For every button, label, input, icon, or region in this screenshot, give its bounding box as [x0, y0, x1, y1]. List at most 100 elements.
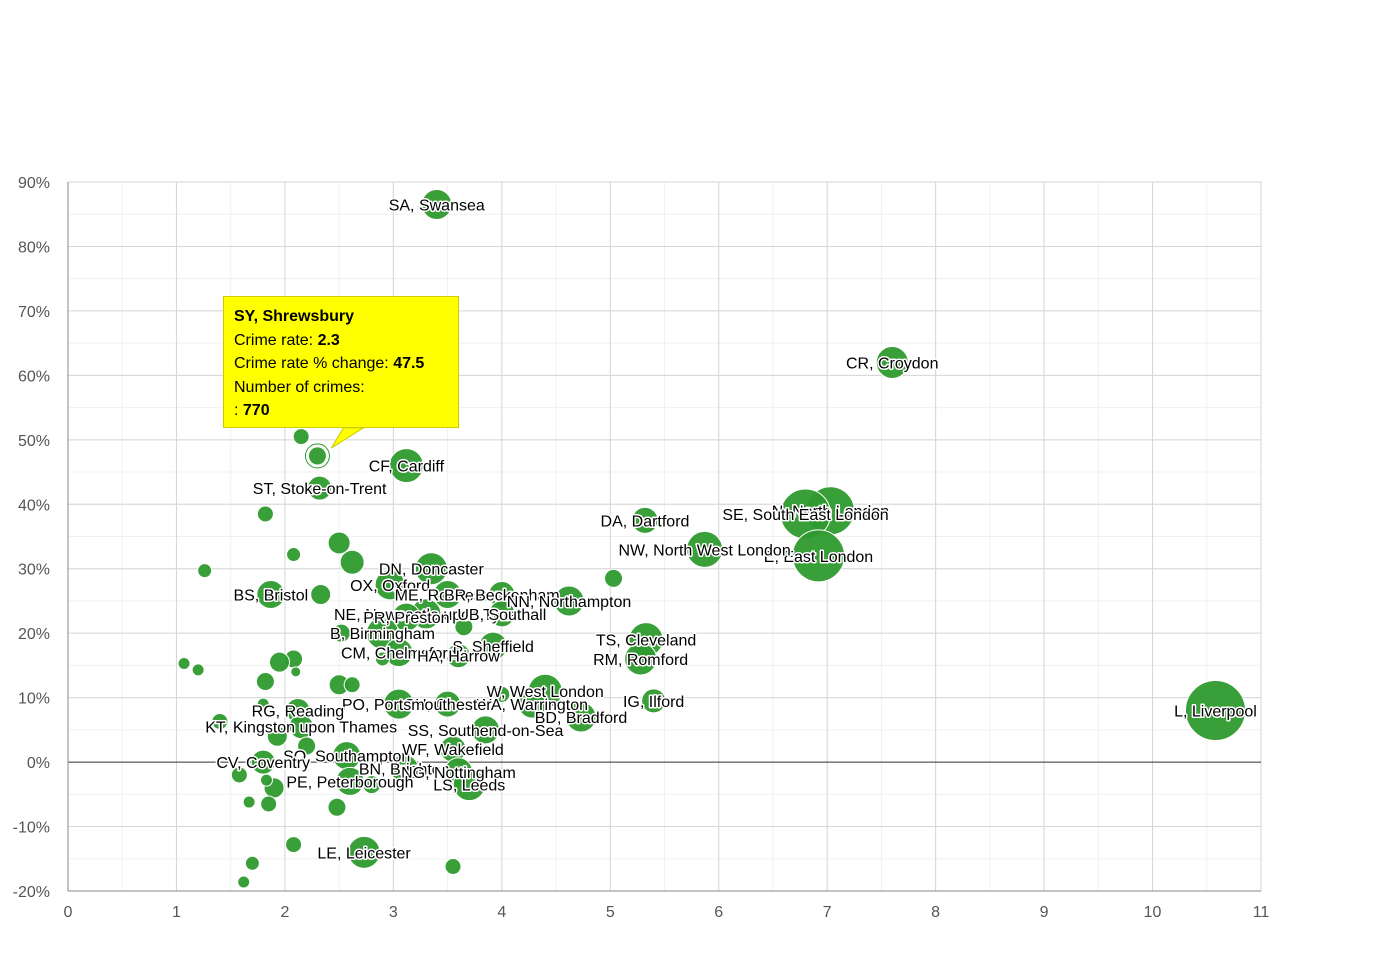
bubble	[331, 623, 351, 643]
bubble-label: TS, Cleveland	[596, 633, 697, 650]
bubble	[260, 795, 278, 813]
bubble-label: IG, Ilford	[623, 694, 684, 711]
bubble-label: BS, Bristol	[233, 588, 308, 605]
bubble	[391, 602, 421, 632]
bubble-labels-layer: L, Liverpool CR, Croydon SA, Swansea N, Nor…	[204, 196, 1259, 864]
tooltip-change-label: Crime rate % change:	[234, 355, 389, 372]
bubble-label: CF, Cardiff	[369, 459, 445, 476]
y-tick-label: 10%	[18, 691, 50, 708]
y-tick-label: 70%	[18, 304, 50, 321]
bubble	[553, 585, 585, 617]
bubble	[1184, 680, 1246, 742]
bubbles-layer	[177, 189, 1246, 889]
bubble-label: L, Liverpool	[1174, 704, 1257, 721]
bubble	[268, 651, 290, 673]
bubble	[307, 475, 333, 501]
bubble	[631, 506, 659, 534]
bubble	[686, 530, 724, 568]
y-tick-label: -10%	[13, 820, 50, 837]
bubble	[250, 749, 276, 775]
bubble-label: SA, Swansea	[389, 198, 485, 215]
bubble	[266, 725, 288, 747]
bubble	[421, 189, 453, 221]
bubble	[256, 697, 270, 711]
x-tick-label: 0	[64, 904, 73, 921]
y-tick-label: 0%	[27, 755, 50, 772]
bubble	[259, 773, 273, 787]
bubble	[388, 448, 424, 484]
bubble-label: PR, Preston	[363, 610, 449, 627]
bubble	[792, 529, 846, 583]
bubble-label: RM, Romford	[593, 652, 688, 669]
bubble	[452, 768, 486, 802]
bubble-label: CH, Chester	[404, 697, 493, 714]
tooltip-crimes-prefix: :	[234, 402, 239, 419]
bubble-label: DA, Dartford	[601, 513, 690, 530]
x-tick-label: 10	[1144, 904, 1162, 921]
bubble	[434, 690, 462, 718]
bubble-label: DN, Doncaster	[379, 562, 485, 579]
grid-lines	[67, 181, 1262, 892]
bubble	[230, 766, 248, 784]
bubble	[604, 568, 624, 588]
bubble	[389, 754, 419, 784]
bubble-label: BR, Beckenham	[444, 588, 560, 605]
bubble	[244, 855, 260, 871]
bubble	[624, 642, 658, 676]
bubble	[327, 531, 351, 555]
bubble-label: NW, North West London	[619, 542, 791, 559]
bubble	[374, 569, 406, 601]
y-tick-label: 90%	[18, 175, 50, 192]
bubble-label: NG, Nottingham	[401, 765, 516, 782]
x-tick-label: 8	[931, 904, 940, 921]
bubble	[307, 446, 327, 466]
bubble-label: RG, Reading	[252, 704, 345, 721]
bubble	[292, 428, 310, 446]
bubble-label: WF, Wakefield	[402, 742, 504, 759]
x-tick-label: 2	[280, 904, 289, 921]
bubble	[237, 875, 251, 889]
tooltip-change-value: 47.5	[393, 355, 425, 372]
bubble-label: KT, Kingston upon Thames	[205, 720, 397, 737]
tooltip-crimes-label: Number of crimes:	[234, 378, 365, 396]
bubble	[493, 685, 511, 703]
bubble-label: OX, Oxford	[350, 578, 430, 595]
x-tick-label: 7	[823, 904, 832, 921]
bubble-label: UB, Southall	[457, 607, 546, 624]
bubble	[641, 688, 667, 714]
bubble	[347, 835, 381, 869]
bubble	[242, 795, 256, 809]
tooltip-crimes-value: 770	[242, 402, 270, 419]
bubble	[362, 775, 382, 795]
bubble	[517, 689, 547, 719]
bubble-label: LE, Leicester	[317, 845, 411, 862]
axes: 0 1 2 3 4 5 6 7 8 9 10 11 -20% -10% 0% 10% 20% 30% 40% 50% 6…	[13, 175, 1270, 921]
x-tick-label: 1	[172, 904, 181, 921]
bubble	[327, 797, 347, 817]
bubble	[256, 580, 286, 610]
bubble	[383, 688, 415, 720]
bubble	[310, 584, 332, 606]
bubble-label: SS, Southend-on-Sea	[408, 723, 564, 740]
bubble	[256, 505, 274, 523]
y-tick-label: 30%	[18, 562, 50, 579]
bubble-label: S, Sheffield	[452, 639, 534, 656]
tooltip-arrow	[331, 427, 366, 449]
bubble-label: NN, Northampton	[507, 594, 632, 611]
bubble-label: E, East London	[764, 549, 873, 566]
bubble	[339, 549, 365, 575]
bubble-label: HA, Harrow	[417, 649, 500, 666]
bubble	[285, 836, 303, 854]
bubble	[433, 580, 463, 610]
bubble	[191, 663, 205, 677]
x-tick-label: 4	[497, 904, 506, 921]
tooltip-pointer	[331, 427, 366, 449]
y-tick-label: 60%	[18, 368, 50, 385]
bubble	[875, 345, 909, 379]
bubble-label: CV, Coventry	[216, 755, 310, 772]
bubble-label: PE, Peterborough	[286, 774, 413, 791]
tooltip-crime-rate-value: 2.3	[317, 331, 340, 349]
bubble	[297, 736, 317, 756]
bubble-label: CR, Croydon	[846, 355, 938, 372]
tooltip-title: SY, Shrewsbury	[234, 308, 355, 325]
